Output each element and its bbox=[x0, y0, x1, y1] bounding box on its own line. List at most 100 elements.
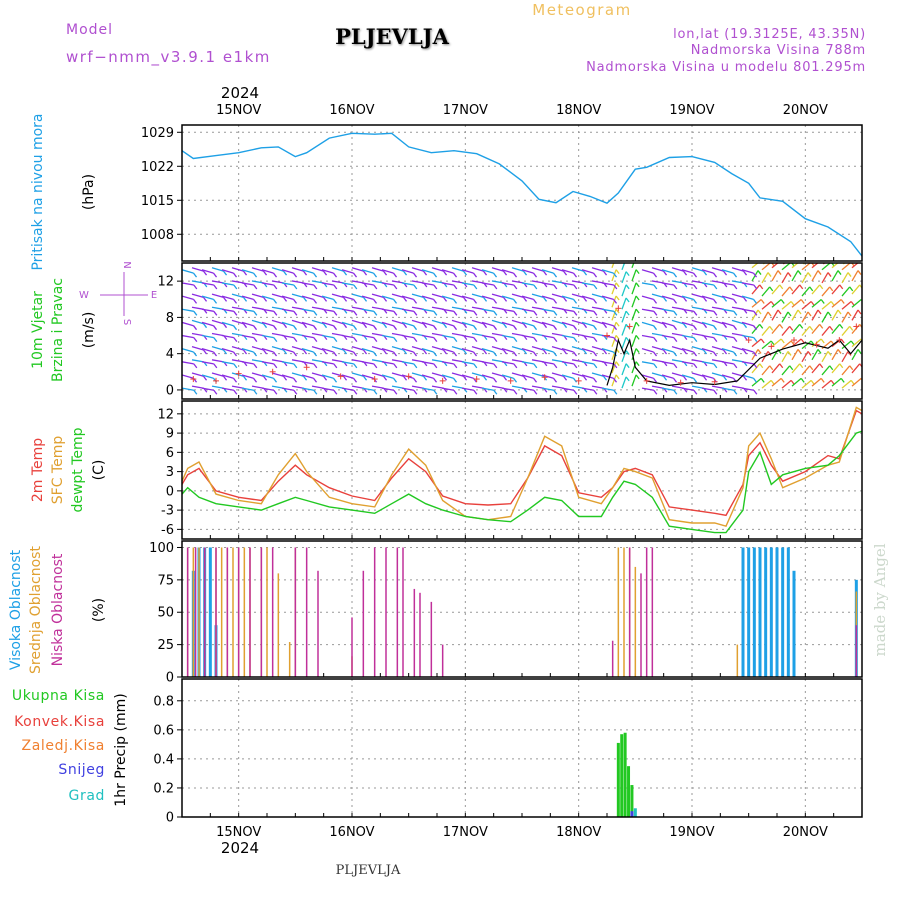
wind-barb bbox=[831, 323, 841, 334]
wind-barb-flag bbox=[403, 297, 408, 302]
wind-barb bbox=[281, 295, 294, 301]
bar bbox=[402, 547, 404, 677]
wind-barb bbox=[431, 359, 444, 363]
wind-barb-flag bbox=[193, 299, 198, 304]
wind-barb bbox=[611, 348, 617, 361]
wind-barb bbox=[671, 280, 684, 284]
wind-barb bbox=[361, 334, 374, 339]
wind-barb-flag bbox=[653, 310, 658, 316]
bar bbox=[208, 547, 212, 677]
wind-barb bbox=[801, 272, 809, 284]
wind-barb-flag bbox=[533, 284, 538, 290]
wind-barb bbox=[341, 348, 354, 353]
wind-barb bbox=[611, 295, 617, 308]
wind-barb-flag bbox=[553, 284, 558, 290]
wind-barb bbox=[261, 334, 274, 339]
wind-barb bbox=[661, 269, 674, 274]
wind-barb bbox=[501, 374, 514, 379]
wind-barb-flag bbox=[363, 297, 368, 302]
wind-barb bbox=[581, 295, 594, 301]
wind-barb bbox=[591, 385, 604, 389]
wind-barb bbox=[481, 361, 494, 365]
wind-barb-flag bbox=[203, 323, 208, 329]
wind-barb bbox=[421, 321, 434, 327]
wind-barb-flag bbox=[673, 389, 678, 395]
wind-barb-flag bbox=[625, 350, 630, 355]
wind-barb bbox=[481, 348, 494, 353]
wind-barb-flag bbox=[223, 323, 228, 329]
wind-barb-flag bbox=[243, 323, 248, 329]
wind-barb bbox=[661, 321, 674, 327]
wind-barb bbox=[481, 321, 494, 327]
wind-barb-flag bbox=[413, 272, 418, 278]
wind-barb bbox=[791, 309, 799, 321]
wind-barb bbox=[481, 308, 494, 312]
wind-barb-flag bbox=[635, 269, 640, 275]
wind-barb-flag bbox=[840, 299, 845, 304]
wind-barb bbox=[201, 387, 214, 391]
wind-barb-flag bbox=[693, 389, 698, 395]
wind-barb-flag bbox=[837, 349, 842, 354]
wind-barb bbox=[631, 374, 637, 387]
wind-barb-flag bbox=[493, 284, 498, 290]
wind-barb-flag bbox=[453, 272, 458, 278]
wind-barb-flag bbox=[653, 337, 658, 343]
wind-barb bbox=[521, 361, 534, 365]
wind-barb bbox=[621, 310, 627, 323]
wind-barb bbox=[811, 363, 821, 374]
wind-barb-flag bbox=[373, 272, 378, 278]
wind-barb bbox=[781, 365, 791, 376]
wind-barb bbox=[491, 293, 504, 299]
bar bbox=[413, 588, 416, 677]
wind-barb-flag bbox=[625, 363, 630, 369]
wind-barb bbox=[621, 350, 627, 363]
wind-barb bbox=[311, 293, 324, 299]
wind-barb-flag bbox=[203, 297, 208, 302]
bar bbox=[237, 547, 240, 677]
wind-barb bbox=[271, 306, 284, 310]
wind-barb-flag bbox=[283, 270, 288, 276]
bar bbox=[640, 573, 642, 677]
wind-barb bbox=[471, 267, 484, 272]
wind-barb bbox=[591, 332, 604, 337]
y-tick-label: 6 bbox=[166, 446, 174, 461]
wind-barb-flag bbox=[553, 351, 558, 357]
wind-barb bbox=[211, 359, 224, 363]
wind-barb bbox=[391, 332, 404, 337]
wind-barb bbox=[621, 263, 626, 271]
wind-barb bbox=[691, 385, 704, 389]
wind-barb-flag bbox=[653, 299, 658, 304]
y-tick-label: 0.6 bbox=[153, 723, 174, 738]
wind-barb-flag bbox=[683, 375, 688, 381]
wind-barb bbox=[361, 348, 374, 353]
wind-barb bbox=[641, 269, 654, 274]
wind-barb-flag bbox=[243, 270, 248, 276]
wind-barb-flag bbox=[653, 351, 658, 357]
wind-barb bbox=[661, 361, 674, 365]
wind-barb-flag bbox=[483, 323, 488, 329]
wind-barb-flag bbox=[393, 351, 398, 357]
wind-barb-flag bbox=[797, 309, 802, 315]
wind-barb bbox=[771, 284, 781, 295]
wind-barb bbox=[231, 332, 244, 337]
wind-barb-flag bbox=[771, 263, 775, 267]
wind-barb bbox=[731, 346, 744, 351]
wind-barb-flag bbox=[373, 337, 378, 343]
wind-barb bbox=[821, 301, 832, 310]
wind-barb bbox=[571, 346, 584, 351]
wind-barb-flag bbox=[583, 297, 588, 302]
bottom-day-label: 18NOV bbox=[556, 825, 601, 840]
wind-barb bbox=[231, 267, 244, 272]
wind-barb bbox=[501, 334, 514, 339]
wind-barb-flag bbox=[273, 284, 278, 290]
wind-barb-flag bbox=[393, 363, 398, 369]
bar bbox=[249, 547, 251, 677]
wind-barb-flag bbox=[253, 325, 258, 331]
wind-barb-flag bbox=[831, 263, 835, 267]
wind-barb bbox=[581, 348, 594, 353]
wind-barb bbox=[241, 321, 254, 327]
wind-barb bbox=[201, 361, 214, 365]
wind-barb-flag bbox=[799, 284, 804, 290]
wind-barb-flag bbox=[593, 272, 598, 278]
wind-barb bbox=[691, 306, 704, 310]
